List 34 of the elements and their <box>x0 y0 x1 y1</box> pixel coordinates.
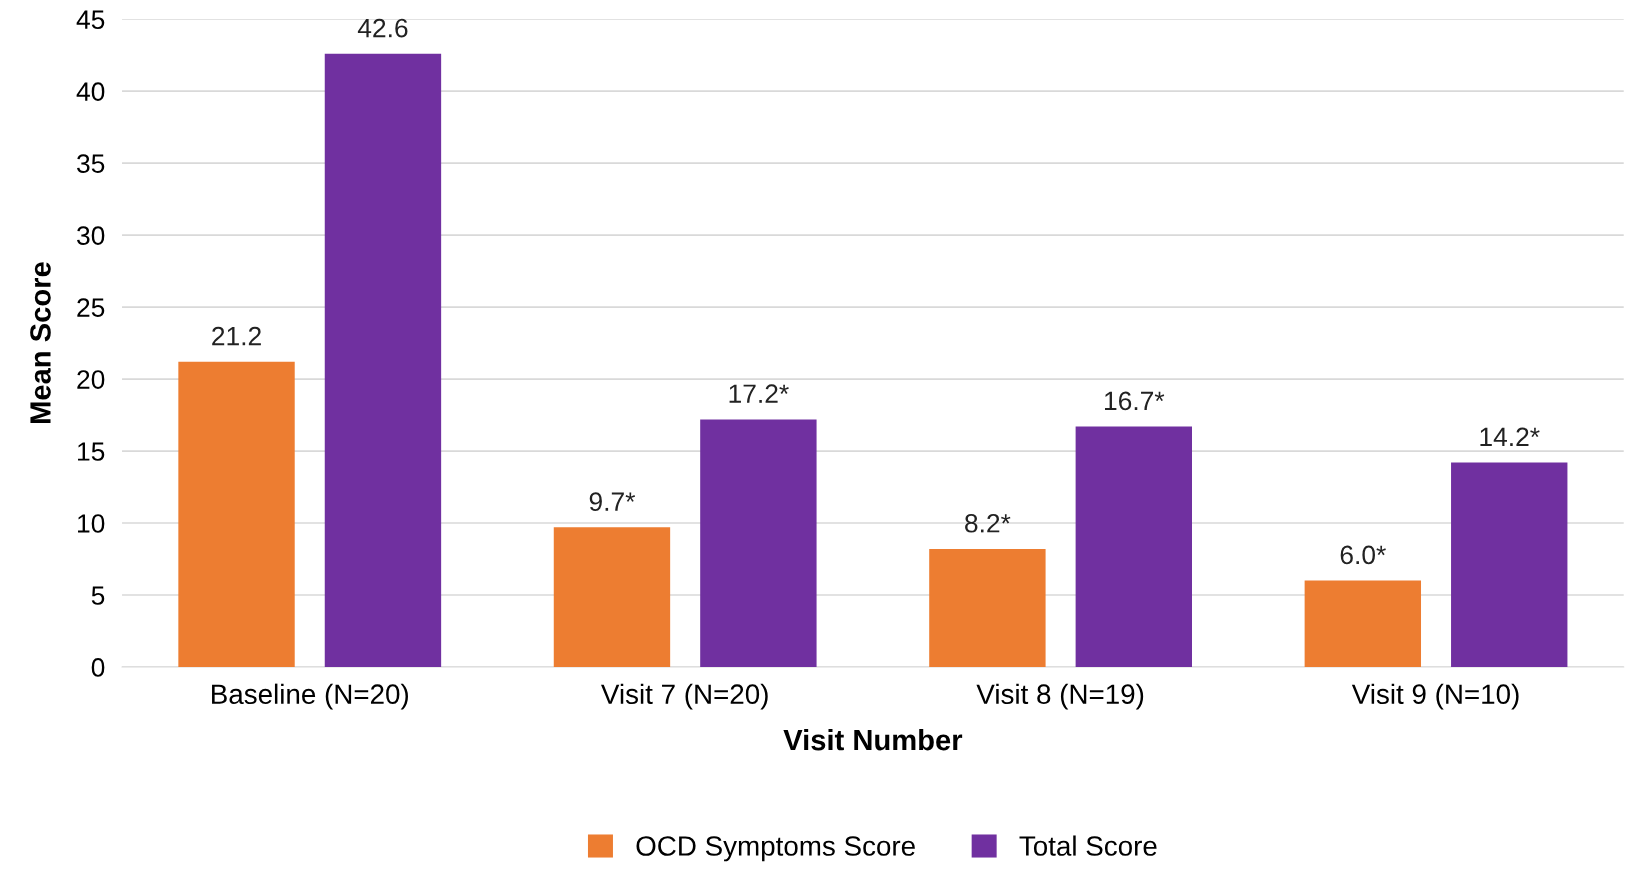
y-tick-label: 30 <box>77 226 105 245</box>
x-tick-label: Visit 9 (N=10) <box>1351 683 1519 710</box>
bar <box>178 361 295 667</box>
bar <box>324 53 442 667</box>
data-label: 14.2* <box>1480 427 1540 446</box>
data-label: 42.6 <box>357 18 408 38</box>
bar <box>1304 580 1422 667</box>
data-label: 16.7* <box>1105 391 1165 411</box>
y-tick-label: 40 <box>76 82 105 101</box>
legend-label: OCD Symptoms Score <box>636 836 915 862</box>
bar <box>1075 426 1192 667</box>
y-tick-label: 15 <box>78 442 105 461</box>
data-label: 17.2* <box>729 384 789 403</box>
bar <box>929 548 1046 667</box>
bar <box>553 527 671 667</box>
y-tick-label: 0 <box>91 658 105 677</box>
y-tick-label: 20 <box>77 370 105 389</box>
x-tick-label: Baseline (N=20) <box>212 683 408 710</box>
data-label: 9.7* <box>589 492 636 512</box>
legend-label: Total Score <box>1019 835 1157 856</box>
data-label: 21.2 <box>212 326 261 346</box>
y-tick-label: 5 <box>91 586 105 605</box>
data-label: 8.2* <box>965 513 1011 533</box>
y-tick-label: 25 <box>77 298 105 317</box>
y-axis-title: Mean Score <box>30 262 51 423</box>
data-label: 6.0* <box>1340 545 1386 565</box>
bar <box>700 419 817 667</box>
y-tick-label: 10 <box>78 514 105 533</box>
y-tick-label: 45 <box>76 10 105 30</box>
x-tick-label: Visit 8 (N=19) <box>976 683 1144 710</box>
x-tick-label: Visit 7 (N=20) <box>601 683 768 710</box>
x-axis-title: Visit Number <box>783 728 963 751</box>
bar <box>1451 462 1568 667</box>
y-tick-label: 35 <box>77 154 105 173</box>
